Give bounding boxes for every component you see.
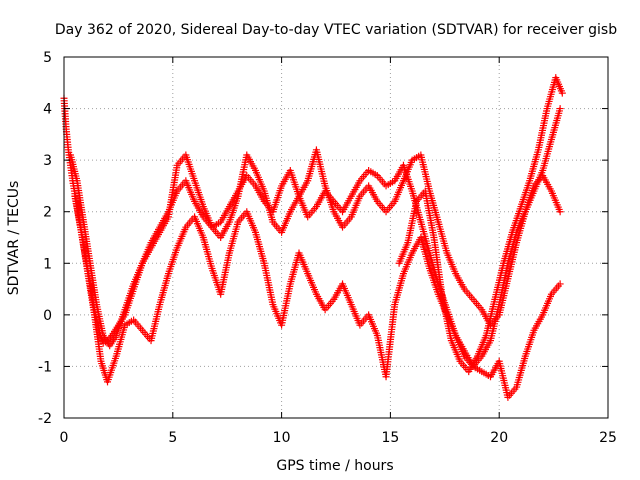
plot-frame (63, 56, 609, 419)
series-track-b (67, 146, 564, 350)
x-axis-label: GPS time / hours (276, 458, 393, 474)
y-tick-label: 3 (43, 153, 52, 169)
x-tick-label: 15 (381, 430, 399, 446)
y-axis-label: SDTVAR / TECUs (6, 181, 22, 296)
y-tick-label: 0 (43, 308, 52, 324)
series-track-c (71, 192, 564, 401)
series-track-d (395, 74, 566, 376)
data-point (556, 105, 564, 113)
axis-ticks: 0 5 10 15 20 25 -2 -1 0 1 2 3 4 5 (38, 50, 617, 446)
y-tick-label: 4 (43, 102, 52, 118)
data-point (558, 89, 566, 97)
y-tick-label: 1 (43, 256, 52, 272)
y-tick-label: -2 (38, 411, 52, 427)
x-tick-label: 0 (60, 430, 69, 446)
chart-title: Day 362 of 2020, Sidereal Day-to-day VTE… (55, 22, 617, 38)
x-tick-label: 5 (168, 430, 177, 446)
x-tick-label: 10 (273, 430, 291, 446)
y-tick-label: -1 (38, 359, 52, 375)
y-tick-label: 2 (43, 205, 52, 221)
data-point (556, 280, 564, 288)
y-tick-label: 5 (43, 50, 52, 66)
data-point (556, 208, 564, 216)
x-tick-label: 20 (490, 430, 508, 446)
x-tick-label: 25 (599, 430, 617, 446)
data-points (60, 74, 566, 401)
